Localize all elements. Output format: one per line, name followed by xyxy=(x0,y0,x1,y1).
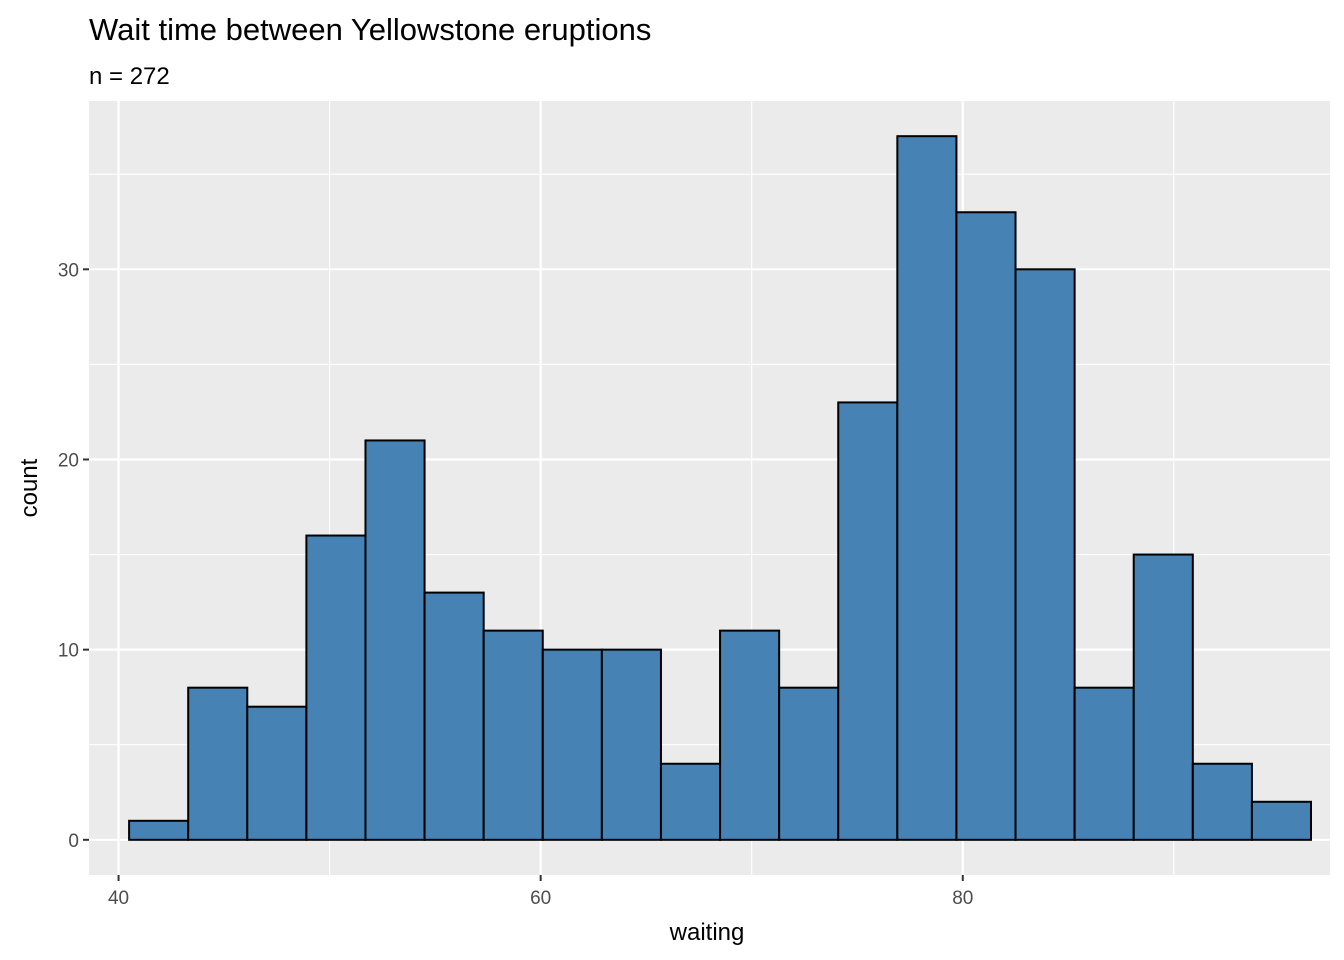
histogram-bar xyxy=(1191,762,1253,841)
histogram-bar xyxy=(1250,800,1313,841)
histogram-bar xyxy=(246,705,308,841)
histogram-bar xyxy=(541,648,603,841)
histogram-bar xyxy=(1073,686,1135,841)
histogram-bar xyxy=(659,762,722,841)
histogram-bar xyxy=(719,629,781,841)
histogram-bar xyxy=(482,629,544,841)
histogram-bar xyxy=(837,401,899,841)
histogram-bar xyxy=(600,648,662,841)
y-tick-label: 0 xyxy=(68,831,79,852)
histogram-bar xyxy=(128,819,190,841)
x-axis-title: waiting xyxy=(669,919,745,946)
histogram-bar xyxy=(305,534,367,841)
y-tick-label: 20 xyxy=(58,450,79,471)
histogram-bar xyxy=(896,135,958,841)
histogram-bar xyxy=(778,686,840,841)
x-tick-label: 60 xyxy=(530,888,551,909)
y-axis: 0 10 20 30 xyxy=(58,260,89,852)
y-axis-title: count xyxy=(16,458,43,517)
histogram-bar xyxy=(1132,553,1194,841)
x-axis: 40 60 80 xyxy=(108,875,973,909)
x-tick-label: 80 xyxy=(952,888,973,909)
y-tick-label: 10 xyxy=(58,641,79,662)
histogram-bar xyxy=(955,211,1017,841)
histogram-bar xyxy=(1014,268,1076,841)
y-tick-label: 30 xyxy=(58,260,79,281)
x-tick-label: 40 xyxy=(108,888,129,909)
chart-subtitle: n = 272 xyxy=(89,63,170,90)
chart-title: Wait time between Yellowstone eruptions xyxy=(89,12,651,47)
histogram-bar xyxy=(187,686,249,841)
histogram-bar xyxy=(423,591,485,841)
histogram-bars xyxy=(128,135,1313,841)
histogram-bar xyxy=(364,439,426,841)
